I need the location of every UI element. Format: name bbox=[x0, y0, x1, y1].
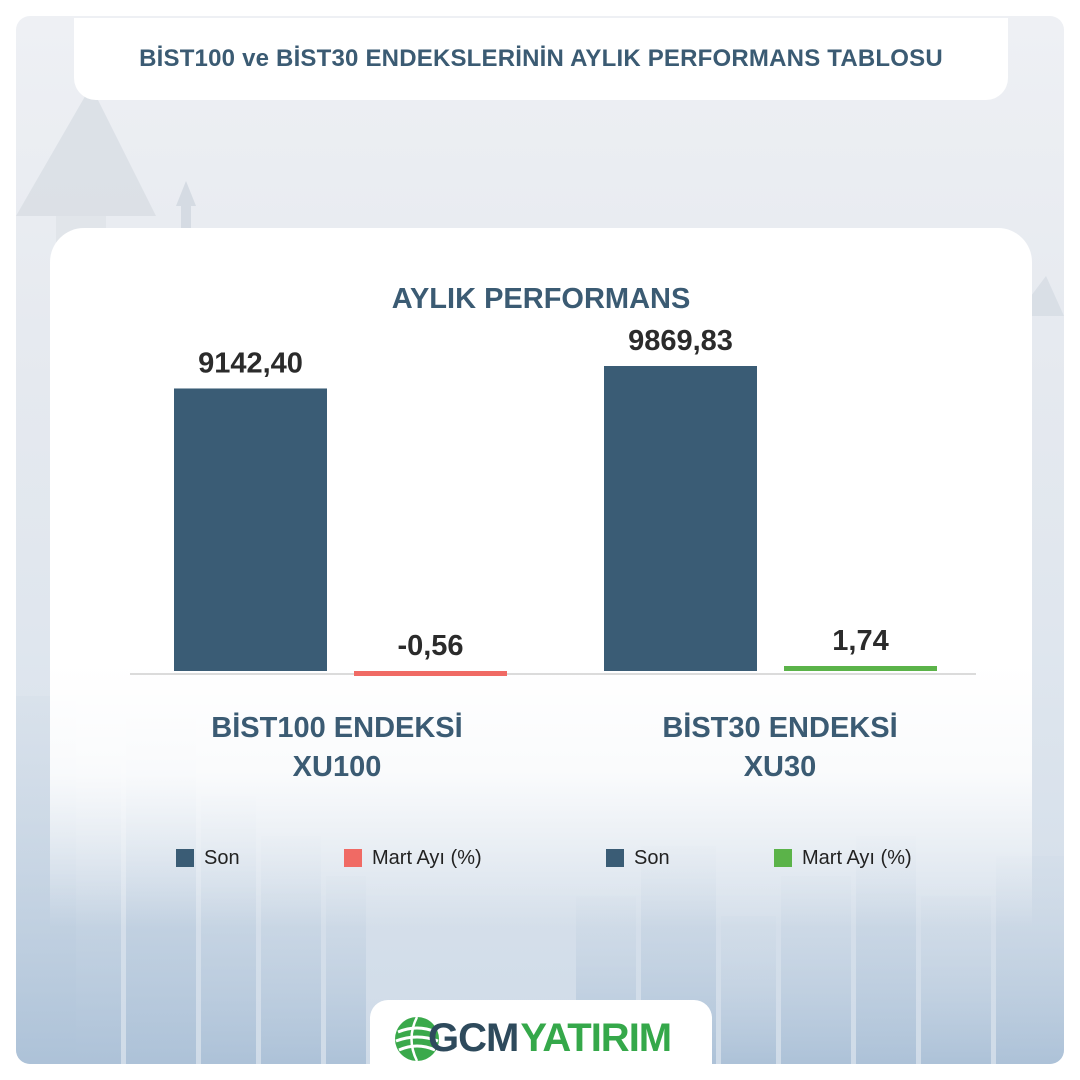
bar-value-label: -0,56 bbox=[397, 630, 463, 662]
bar-son bbox=[604, 366, 757, 671]
group-label-line1: BİST30 ENDEKSİ bbox=[662, 712, 897, 744]
bars-group: 9142,40 -0,56 9869,83 1,74 bbox=[174, 325, 937, 676]
group-label-line2: XU100 bbox=[293, 751, 382, 783]
legend-item: Son bbox=[176, 846, 240, 870]
legend-label: Mart Ayı (%) bbox=[802, 846, 912, 869]
legend-item: Mart Ayı (%) bbox=[344, 846, 482, 870]
legend-swatch bbox=[774, 849, 792, 867]
legend-swatch bbox=[344, 849, 362, 867]
group-label-line1: BİST100 ENDEKSİ bbox=[211, 712, 462, 744]
legend-label: Mart Ayı (%) bbox=[372, 846, 482, 869]
bar-mart-ayi bbox=[784, 666, 937, 671]
bar-mart-ayi bbox=[354, 671, 507, 676]
legend-label: Son bbox=[204, 846, 240, 869]
legend-swatch bbox=[606, 849, 624, 867]
page-title: BİST100 ve BİST30 ENDEKSLERİNİN AYLIK PE… bbox=[139, 45, 943, 72]
bar-son bbox=[174, 388, 327, 671]
globe-logo-icon bbox=[395, 1016, 439, 1062]
bar-value-label: 9142,40 bbox=[198, 347, 303, 379]
chart-title: AYLIK PERFORMANS bbox=[392, 283, 691, 315]
company-logo: GCM YATIRIM bbox=[428, 1012, 672, 1064]
legend-swatch bbox=[176, 849, 194, 867]
legend-item: Mart Ayı (%) bbox=[774, 846, 912, 870]
group-label-line2: XU30 bbox=[744, 751, 817, 783]
legend-label: Son bbox=[634, 846, 670, 869]
bar-value-label: 1,74 bbox=[832, 625, 888, 657]
legend-item: Son bbox=[606, 846, 670, 870]
title-card: BİST100 ve BİST30 ENDEKSLERİNİN AYLIK PE… bbox=[74, 18, 1008, 100]
bar-value-label: 9869,83 bbox=[628, 325, 733, 357]
performance-chart: AYLIK PERFORMANS 9142,40 -0,56 9869,83 1,74… bbox=[130, 283, 976, 783]
logo-text-yatirim: YATIRIM bbox=[520, 1015, 672, 1060]
logo-text-gcm: GCM bbox=[428, 1015, 519, 1060]
